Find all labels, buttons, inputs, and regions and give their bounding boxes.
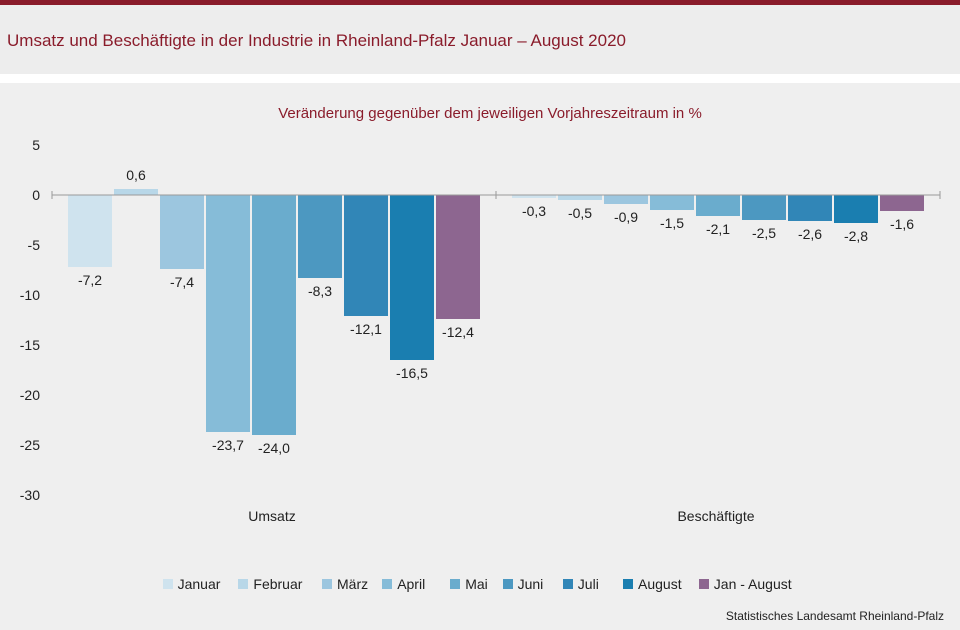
legend-label: Mai <box>465 576 488 592</box>
top-rule <box>0 0 960 5</box>
y-axis: 5 0 -5 -10 -15 -20 -25 -30 <box>20 137 40 503</box>
bar <box>436 195 480 319</box>
data-label: -2,1 <box>706 221 730 237</box>
y-tick-label: -5 <box>28 237 41 253</box>
page-title: Umsatz und Beschäftigte in der Industrie… <box>7 31 626 50</box>
bar <box>604 195 648 204</box>
data-label: -16,5 <box>396 365 428 381</box>
legend-item: Mai <box>450 574 488 594</box>
bar <box>880 195 924 211</box>
legend-item: August <box>623 574 682 594</box>
header: Umsatz und Beschäftigte in der Industrie… <box>0 5 960 74</box>
divider <box>0 74 960 83</box>
data-label: -2,5 <box>752 225 776 241</box>
y-tick-label: 5 <box>32 137 40 153</box>
bars <box>68 189 924 435</box>
bar <box>788 195 832 221</box>
data-label: -0,5 <box>568 205 592 221</box>
legend-item: März <box>322 574 368 594</box>
data-label: -2,8 <box>844 228 868 244</box>
legend-label: März <box>337 576 369 592</box>
legend-label: Februar <box>253 576 303 592</box>
bar <box>512 195 556 198</box>
data-label: -1,5 <box>660 215 684 231</box>
legend-label: Januar <box>177 576 221 592</box>
y-tick-label: -30 <box>20 487 40 503</box>
legend-swatch <box>238 579 249 589</box>
legend-label: Juni <box>517 576 544 592</box>
data-label: -7,4 <box>170 274 194 290</box>
legend-item: Juni <box>502 574 544 594</box>
legend-label: August <box>638 576 682 592</box>
data-label: -0,9 <box>614 209 638 225</box>
legend-swatch <box>562 579 573 589</box>
bar <box>696 195 740 216</box>
y-tick-label: -25 <box>20 437 40 453</box>
legend-swatch <box>322 579 332 589</box>
legend-item: Januar <box>162 574 221 594</box>
bar <box>298 195 342 278</box>
y-tick-label: -10 <box>20 287 40 303</box>
y-tick-label: -20 <box>20 387 40 403</box>
bar <box>114 189 158 195</box>
bar <box>558 195 602 200</box>
data-label: -7,2 <box>78 272 102 288</box>
legend-label: Juli <box>577 576 599 592</box>
data-label: -12,1 <box>350 321 382 337</box>
legend-item: Juli <box>562 574 599 594</box>
data-label: -23,7 <box>212 437 244 453</box>
source-note: Statistisches Landesamt Rheinland-Pfalz <box>725 609 944 623</box>
bar <box>742 195 786 220</box>
data-label: -24,0 <box>258 440 290 456</box>
y-tick-label: 0 <box>32 187 40 203</box>
y-tick-label: -15 <box>20 337 40 353</box>
legend-label: Jan - August <box>713 576 792 592</box>
legend-swatch <box>698 579 709 589</box>
legend-item: April <box>382 574 425 594</box>
legend: Januar Februar März April Mai Juni Juli August J… <box>0 574 960 594</box>
bar <box>206 195 250 432</box>
data-label: -1,6 <box>890 216 914 232</box>
data-label: 0,6 <box>126 167 146 183</box>
bar <box>160 195 204 269</box>
category-label: Beschäftigte <box>677 508 754 524</box>
bar <box>344 195 388 316</box>
legend-label: April <box>397 576 426 592</box>
category-label: Umsatz <box>248 508 295 524</box>
bar <box>68 195 112 267</box>
bar <box>650 195 694 210</box>
legend-swatch <box>162 579 173 589</box>
bar <box>252 195 296 435</box>
data-label: -2,6 <box>798 226 822 242</box>
data-label: -12,4 <box>442 324 474 340</box>
legend-swatch <box>382 579 393 589</box>
legend-swatch <box>450 579 461 589</box>
bar <box>390 195 434 360</box>
data-labels: -7,2 0,6 -7,4 -23,7 -24,0 -8,3 -12,1 -16,5 -12,4… <box>78 167 914 456</box>
x-axis: Umsatz Beschäftigte <box>51 191 941 524</box>
chart-subtitle: Veränderung gegenüber dem jeweiligen Vor… <box>278 105 702 122</box>
legend-item: Jan - August <box>698 574 792 594</box>
legend-swatch <box>623 579 633 589</box>
bar <box>834 195 878 223</box>
data-label: -0,3 <box>522 203 546 219</box>
legend-swatch <box>502 579 513 589</box>
legend-item: Februar <box>238 574 302 594</box>
data-label: -8,3 <box>308 283 332 299</box>
